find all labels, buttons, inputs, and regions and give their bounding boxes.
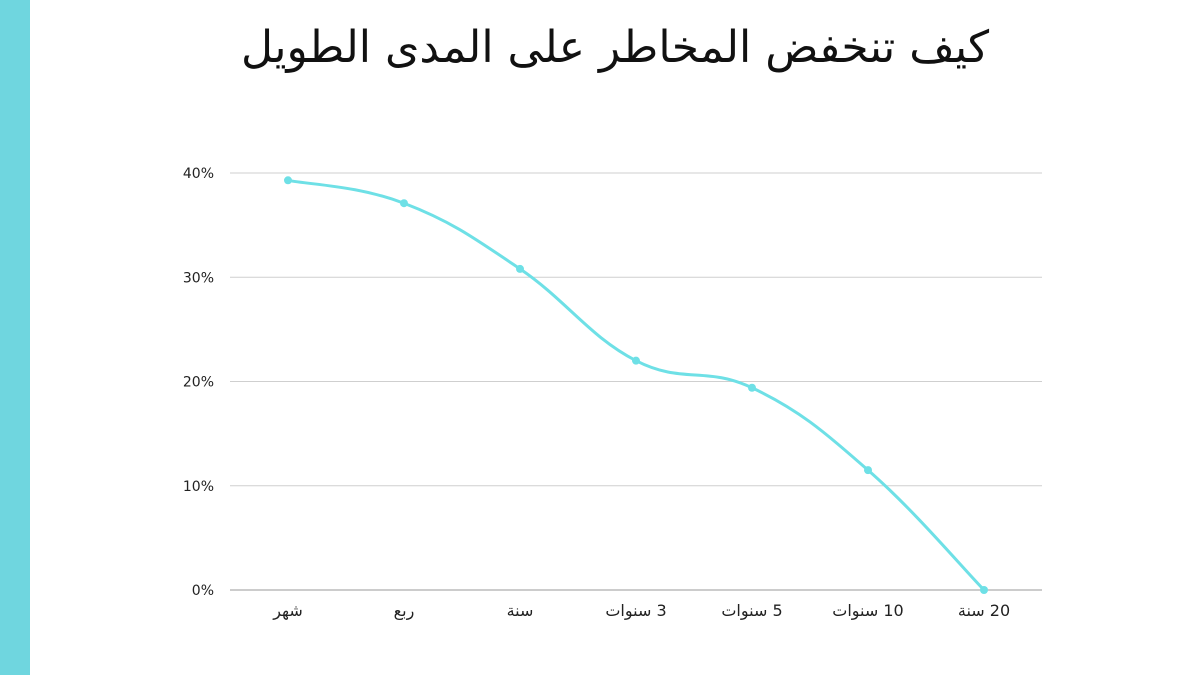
data-point <box>400 199 408 208</box>
data-point <box>748 383 756 392</box>
data-point <box>864 466 872 475</box>
series-line <box>287 178 986 592</box>
x-tick-label: سنة <box>507 601 534 620</box>
x-tick-label: 20 سنة <box>958 601 1010 620</box>
data-point <box>980 586 988 594</box>
data-point <box>284 176 292 185</box>
x-tick-label: 10 سنوات <box>832 601 903 621</box>
y-tick-label: 10% <box>183 479 214 495</box>
data-point <box>516 264 524 273</box>
chart-title: كيف تنخفض المخاطر على المدى الطويل <box>240 22 990 73</box>
data-point <box>632 356 640 365</box>
y-tick-label: 30% <box>183 270 214 286</box>
y-tick-label: 0% <box>192 583 214 599</box>
y-tick-label: 40% <box>183 166 214 182</box>
x-tick-label: ربع <box>394 601 415 621</box>
accent-sidebar-bar <box>0 0 30 675</box>
x-tick-label: 5 سنوات <box>721 601 782 621</box>
x-tick-label: 3 سنوات <box>605 601 666 621</box>
x-tick-label: شهر <box>272 601 303 621</box>
y-tick-label: 20% <box>183 375 214 391</box>
